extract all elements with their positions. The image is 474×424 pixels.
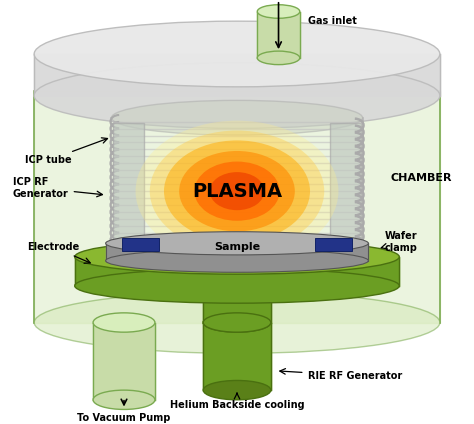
Ellipse shape xyxy=(106,249,368,272)
Ellipse shape xyxy=(203,313,271,332)
Ellipse shape xyxy=(106,232,368,255)
Ellipse shape xyxy=(136,121,338,262)
Ellipse shape xyxy=(203,380,271,400)
Text: PLASMA: PLASMA xyxy=(192,181,282,201)
Text: Sample: Sample xyxy=(214,242,260,252)
Bar xyxy=(122,238,159,251)
Text: To Vacuum Pump: To Vacuum Pump xyxy=(77,413,171,423)
Text: Wafer
clamp: Wafer clamp xyxy=(381,232,418,253)
Text: Electrode: Electrode xyxy=(27,242,90,263)
Ellipse shape xyxy=(34,21,440,87)
Ellipse shape xyxy=(75,268,399,303)
Text: CHAMBER: CHAMBER xyxy=(391,173,452,183)
FancyBboxPatch shape xyxy=(113,123,144,260)
Ellipse shape xyxy=(210,172,264,210)
Bar xyxy=(315,238,352,251)
Text: ICP RF
Generator: ICP RF Generator xyxy=(13,177,102,199)
Ellipse shape xyxy=(111,247,363,282)
Text: ICP tube: ICP tube xyxy=(26,138,108,165)
Ellipse shape xyxy=(150,131,324,252)
Ellipse shape xyxy=(257,5,300,18)
Ellipse shape xyxy=(179,151,295,232)
Ellipse shape xyxy=(203,313,271,332)
Ellipse shape xyxy=(164,140,310,242)
Text: Helium Backside cooling: Helium Backside cooling xyxy=(170,393,304,410)
Ellipse shape xyxy=(34,63,440,128)
Ellipse shape xyxy=(194,162,280,221)
Ellipse shape xyxy=(34,292,440,354)
Ellipse shape xyxy=(93,390,155,410)
Ellipse shape xyxy=(93,313,155,332)
Ellipse shape xyxy=(257,51,300,64)
Text: RIE RF Generator: RIE RF Generator xyxy=(280,368,402,380)
Text: Gas inlet: Gas inlet xyxy=(308,16,356,26)
Ellipse shape xyxy=(75,240,399,274)
Ellipse shape xyxy=(111,100,363,135)
FancyBboxPatch shape xyxy=(330,123,361,260)
Ellipse shape xyxy=(203,276,271,296)
